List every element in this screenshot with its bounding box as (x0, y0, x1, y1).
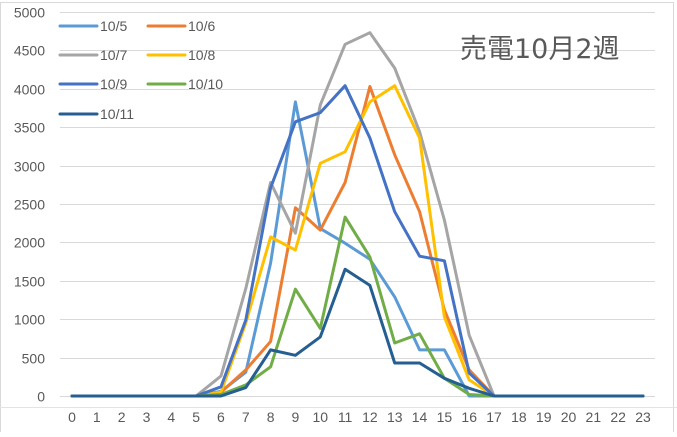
y-tick-label: 2000 (14, 235, 45, 251)
y-tick-label: 3000 (14, 159, 45, 175)
y-tick-label: 5000 (14, 5, 45, 21)
x-tick-label: 21 (586, 409, 602, 425)
legend: 10/5 10/6 10/7 10/8 10/9 10/10 10/11 (58, 18, 223, 122)
x-tick-label: 4 (167, 409, 175, 425)
x-tick-label: 13 (387, 409, 403, 425)
x-tick-label: 6 (217, 409, 225, 425)
x-tick-label: 17 (486, 409, 502, 425)
x-tick-label: 1 (93, 409, 101, 425)
x-axis-ticks: 0 1 2 3 4 5 6 7 8 9 10 11 12 13 14 15 16 17 18 19 20 21 22 23 (68, 409, 651, 425)
x-tick-label: 5 (192, 409, 200, 425)
x-tick-label: 3 (143, 409, 151, 425)
x-tick-label: 22 (610, 409, 626, 425)
y-tick-label: 1500 (14, 274, 45, 290)
legend-label: 10/9 (100, 76, 127, 92)
x-tick-label: 18 (511, 409, 527, 425)
x-tick-label: 0 (68, 409, 76, 425)
legend-label: 10/7 (100, 47, 127, 63)
x-tick-label: 10 (312, 409, 328, 425)
y-tick-label: 2500 (14, 197, 45, 213)
legend-label: 10/10 (188, 76, 223, 92)
x-tick-label: 9 (292, 409, 300, 425)
x-tick-label: 19 (536, 409, 552, 425)
x-tick-label: 7 (242, 409, 250, 425)
x-tick-label: 20 (561, 409, 577, 425)
y-tick-label: 4000 (14, 82, 45, 98)
x-tick-label: 8 (267, 409, 275, 425)
x-tick-label: 15 (437, 409, 453, 425)
chart-title: 売電10月2週 (460, 34, 620, 65)
y-tick-label: 1000 (14, 312, 45, 328)
legend-label: 10/11 (100, 106, 134, 122)
x-tick-label: 14 (412, 409, 428, 425)
x-tick-label: 23 (635, 409, 651, 425)
x-tick-label: 11 (338, 409, 353, 425)
legend-label: 10/8 (188, 47, 215, 63)
y-axis-ticks: 0 500 1000 1500 2000 2500 3000 3500 4000 4500 5000 (14, 5, 45, 405)
legend-label: 10/5 (100, 18, 127, 34)
y-tick-label: 0 (37, 389, 45, 405)
y-tick-label: 500 (22, 351, 46, 367)
x-tick-label: 16 (461, 409, 477, 425)
series-lines (70, 31, 645, 398)
legend-label: 10/6 (188, 18, 215, 34)
y-tick-label: 4500 (14, 43, 45, 59)
x-tick-label: 12 (362, 409, 378, 425)
x-tick-label: 2 (118, 409, 126, 425)
series-line (70, 267, 645, 398)
y-tick-label: 3500 (14, 120, 45, 136)
